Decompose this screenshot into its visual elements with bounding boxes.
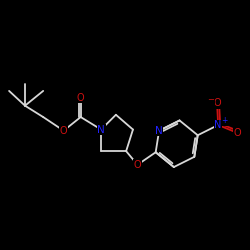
Text: N: N (155, 126, 163, 136)
Text: O: O (77, 93, 84, 103)
Text: O: O (60, 126, 68, 136)
Text: O: O (213, 98, 221, 108)
Text: N: N (214, 120, 222, 130)
Text: −: − (207, 95, 214, 104)
Text: +: + (221, 116, 228, 126)
Text: N: N (97, 124, 105, 134)
Text: O: O (234, 128, 241, 138)
Text: O: O (134, 160, 141, 170)
